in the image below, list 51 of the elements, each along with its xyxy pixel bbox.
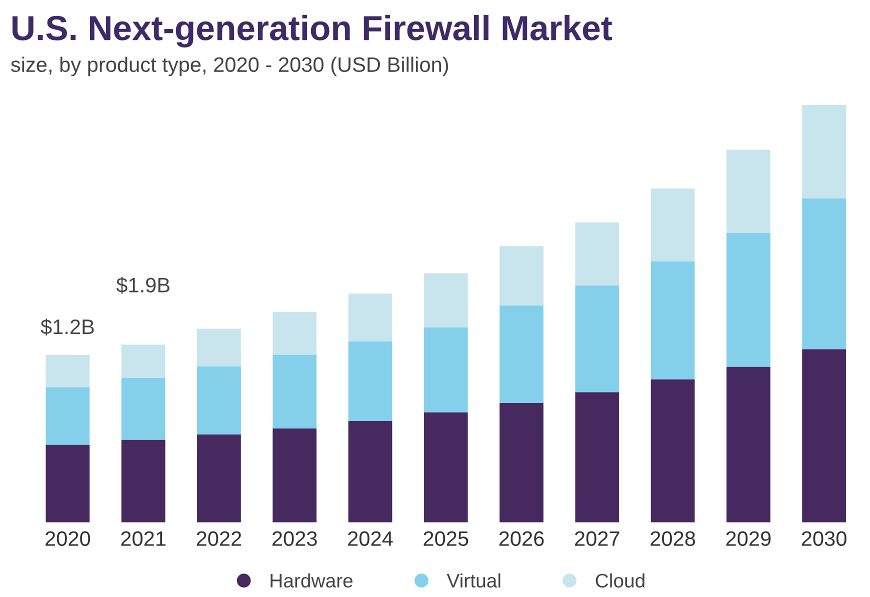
bar bbox=[802, 198, 846, 350]
bar bbox=[575, 222, 620, 286]
bar bbox=[121, 378, 166, 440]
bar bbox=[272, 428, 317, 522]
x-tick-label: 2024 bbox=[348, 531, 393, 546]
bar bbox=[424, 327, 468, 412]
bar bbox=[46, 387, 90, 445]
bar bbox=[575, 392, 620, 522]
bar bbox=[650, 188, 695, 262]
bar bbox=[500, 246, 544, 306]
legend-label: Virtual bbox=[446, 573, 500, 588]
bar bbox=[46, 355, 90, 388]
bar bbox=[197, 328, 241, 366]
bar bbox=[726, 366, 770, 522]
annotation: $1.9B bbox=[116, 276, 170, 294]
legend-label: Cloud bbox=[596, 573, 644, 588]
x-tick-label: 2025 bbox=[424, 531, 468, 546]
bar bbox=[121, 440, 166, 522]
x-tick-label: 2030 bbox=[802, 531, 846, 546]
bar bbox=[650, 379, 695, 522]
bar bbox=[197, 366, 241, 434]
x-tick-label: 2029 bbox=[726, 531, 771, 546]
bar bbox=[121, 344, 166, 378]
x-tick-label: 2022 bbox=[196, 531, 242, 546]
x-tick-label: 2027 bbox=[575, 531, 620, 546]
bar bbox=[424, 273, 468, 328]
bar bbox=[500, 403, 544, 522]
bar bbox=[348, 294, 392, 342]
bar bbox=[726, 150, 770, 233]
bar bbox=[650, 262, 695, 380]
chart-subtitle: size, by product type, 2020 - 2030 (USD Billion) bbox=[11, 56, 448, 76]
annotation: $1.2B bbox=[40, 318, 94, 336]
x-tick-label: 2028 bbox=[650, 531, 696, 546]
bar bbox=[575, 285, 620, 392]
bar bbox=[272, 354, 317, 428]
bar bbox=[197, 434, 241, 522]
bar bbox=[500, 305, 544, 404]
bar bbox=[726, 232, 770, 367]
bar bbox=[272, 312, 317, 355]
legend-label: Hardware bbox=[270, 573, 353, 588]
bar bbox=[348, 341, 392, 421]
x-tick-label: 2026 bbox=[499, 531, 544, 546]
bar bbox=[424, 412, 468, 522]
bar bbox=[46, 444, 90, 522]
x-tick-label: 2021 bbox=[121, 531, 166, 546]
bar bbox=[802, 349, 846, 522]
bar bbox=[802, 105, 846, 199]
chart-title: U.S. Next-generation Firewall Market bbox=[12, 14, 612, 48]
x-tick-label: 2020 bbox=[46, 531, 90, 546]
x-tick-label: 2023 bbox=[272, 531, 317, 546]
bar bbox=[348, 420, 392, 522]
